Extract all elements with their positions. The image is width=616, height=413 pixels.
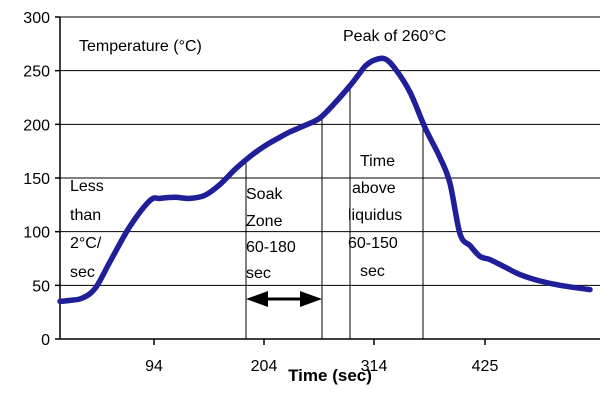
y-tick-label: 250 [23, 64, 50, 81]
gridlines [60, 16, 600, 286]
x-tick-label: 425 [472, 358, 499, 375]
peak-annotation: Peak of 260°C [343, 28, 446, 45]
soak-zone-arrow [246, 291, 322, 307]
y-ticks: 0 50 100 150 200 250 300 [23, 10, 60, 349]
x-axis-title: Time (sec) [288, 366, 372, 385]
y-tick-label: 50 [32, 278, 50, 295]
x-ticks: 94 204 314 425 [145, 339, 498, 375]
y-tick-label: 0 [41, 332, 50, 349]
x-tick-label: 314 [361, 358, 388, 375]
ramp-annotation: Less than 2°C/ sec [70, 178, 108, 281]
y-axis-label: Temperature (°C) [79, 38, 202, 55]
arrow-head-left [246, 291, 268, 307]
phase-boundary-lines [245, 85, 424, 339]
y-tick-label: 100 [23, 225, 50, 242]
y-tick-label: 300 [23, 10, 50, 27]
x-tick-label: 204 [251, 358, 278, 375]
arrow-head-right [300, 291, 322, 307]
x-tick-label: 94 [145, 358, 163, 375]
liquidus-annotation: Time above liquidus 60-150 sec [348, 153, 407, 280]
soak-zone-annotation: Soak Zone 60-180 sec [246, 186, 300, 282]
temperature-line [57, 55, 593, 305]
y-tick-label: 200 [23, 117, 50, 134]
y-tick-label: 150 [23, 171, 50, 188]
